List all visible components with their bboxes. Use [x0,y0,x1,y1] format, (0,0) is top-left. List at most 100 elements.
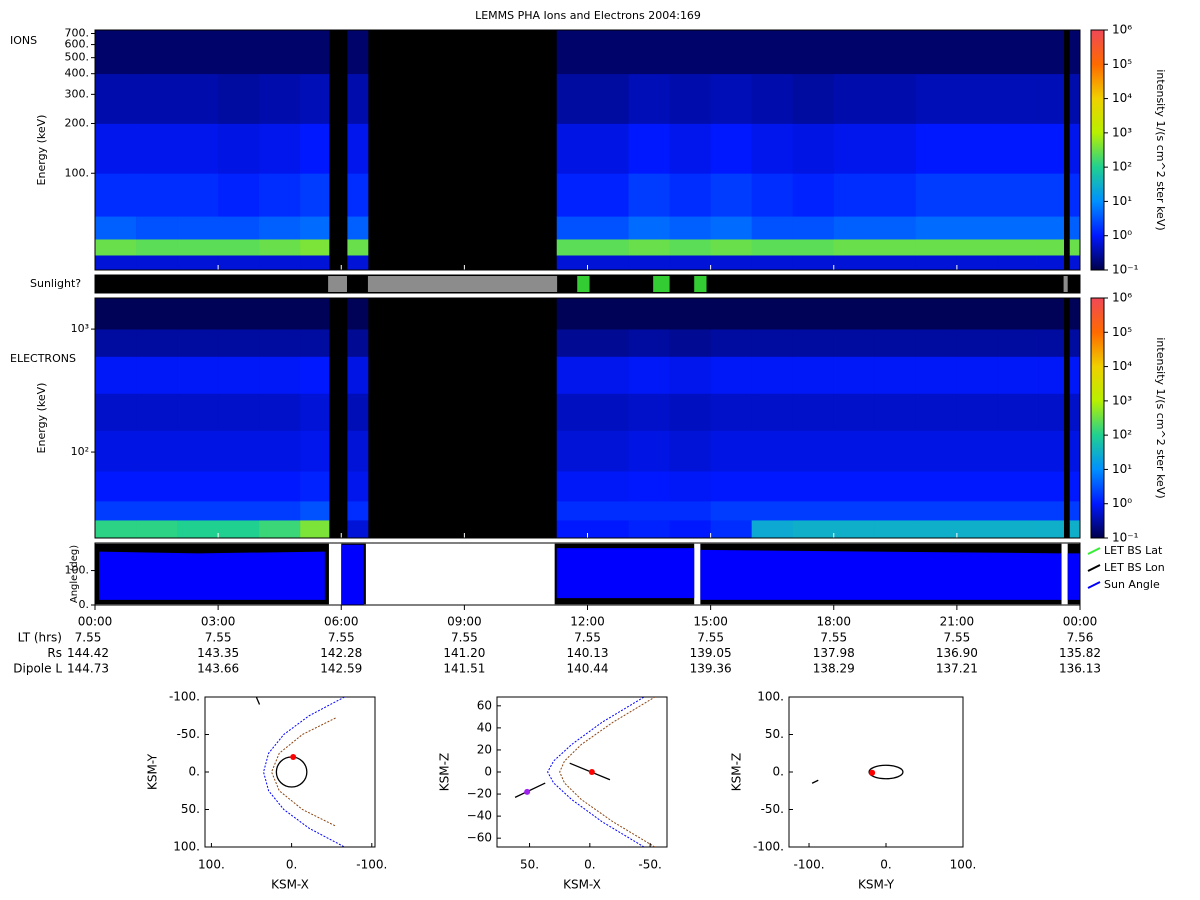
colorbar [1090,29,1105,271]
heat-cell [218,73,260,124]
sunlight-segment [577,276,590,292]
heat-cell [669,500,712,521]
heat-cell [833,500,876,521]
heat-cell [751,123,794,174]
heat-cell [833,255,876,271]
y-axis-label: Energy (keV) [35,115,48,186]
colorbar-tick-label: 10⁻¹ [1112,263,1139,277]
heat-cell [136,239,178,256]
heat-cell [997,216,1040,240]
heat-cell [833,239,876,256]
heat-cell [1038,73,1064,124]
heat-cell [587,356,629,394]
heat-cell [792,520,835,539]
heat-cell [1038,471,1064,502]
colorbar-label: intensity 1/(s cm^2 ster keV) [1154,337,1167,498]
heat-cell [956,298,999,330]
x-axis-label: KSM-Y [858,878,895,892]
heat-cell [347,329,369,357]
heat-cell [997,471,1040,502]
heat-cell [1038,393,1064,431]
x-tick-label: 09:00 [447,615,482,629]
heat-cell [300,430,330,472]
heat-cell [136,30,178,75]
heat-cell [259,329,301,357]
heat-cell [710,393,753,431]
heat-cell [751,329,794,357]
heat-cell [177,329,219,357]
y-tick-label: 40 [477,720,492,734]
heat-cell [997,356,1040,394]
heat-cell [587,500,629,521]
heat-cell [751,255,794,271]
ephemeris-value: 7.55 [820,631,847,645]
heat-cell [956,173,999,217]
y-tick-label: 60 [477,698,492,712]
heat-cell [833,329,876,357]
heat-cell [136,298,178,330]
x-tick-label: 100. [198,858,225,872]
trajectory [811,779,819,784]
heat-cell [177,73,219,124]
heat-cell [177,173,219,217]
y-axis-label: Angle (deg) [69,545,80,603]
heat-cell [792,430,835,472]
orbit-ellipse [868,764,904,780]
heat-cell [710,173,753,217]
y-tick-label: 50. [765,727,784,741]
ephemeris-value: 135.82 [1059,646,1101,660]
ephemeris-value: 137.21 [936,662,978,676]
heat-cell [874,73,917,124]
heat-cell [136,73,178,124]
heat-cell [792,356,835,394]
x-tick-label: -100. [793,858,824,872]
heat-cell [177,356,219,394]
sunlight-segment [328,276,347,292]
heat-cell [997,30,1040,75]
y-tick-label: 400. [65,67,90,80]
heat-cell [792,239,835,256]
heat-cell [669,255,712,271]
colorbar-tick-label: 10⁵ [1112,325,1132,339]
heat-cell [1069,430,1081,472]
heat-cell [710,239,753,256]
heat-cell [1038,356,1064,394]
heat-cell [710,123,753,174]
heat-cell [136,123,178,174]
heat-cell [556,329,588,357]
colorbar-tick-label: 10⁰ [1112,228,1132,242]
heat-cell [556,255,588,271]
heat-cell [1038,255,1064,271]
heat-cell [1038,500,1064,521]
colorbar-tick-label: 10³ [1112,393,1132,407]
legend-label: LET BS Lat [1104,544,1163,557]
ephemeris-value: 143.66 [197,662,239,676]
heat-cell [259,430,301,472]
heat-cell [751,430,794,472]
heat-cell [177,30,219,75]
heat-cell [956,520,999,539]
heat-cell [556,239,588,256]
heat-cell [710,298,753,330]
heat-cell [669,356,712,394]
heat-cell [300,123,330,174]
heat-cell [136,255,178,271]
heat-cell [177,298,219,330]
ephemeris-value: 140.13 [567,646,609,660]
trajectory [559,697,656,847]
panel-frame [94,297,1081,539]
x-axis-label: KSM-X [563,878,601,892]
heat-cell [1069,393,1081,431]
colorbar-tick-label: 10² [1112,160,1132,174]
heat-cell [95,216,137,240]
heat-cell [628,520,670,539]
colorbar-tick-label: 10⁶ [1112,23,1132,37]
heat-cell [874,393,917,431]
heat-cell [751,471,794,502]
heat-cell [833,471,876,502]
position-marker [290,754,297,760]
heat-cell [347,73,369,124]
heat-cell [259,30,301,75]
colorbar-tick-label: 10¹ [1112,194,1132,208]
